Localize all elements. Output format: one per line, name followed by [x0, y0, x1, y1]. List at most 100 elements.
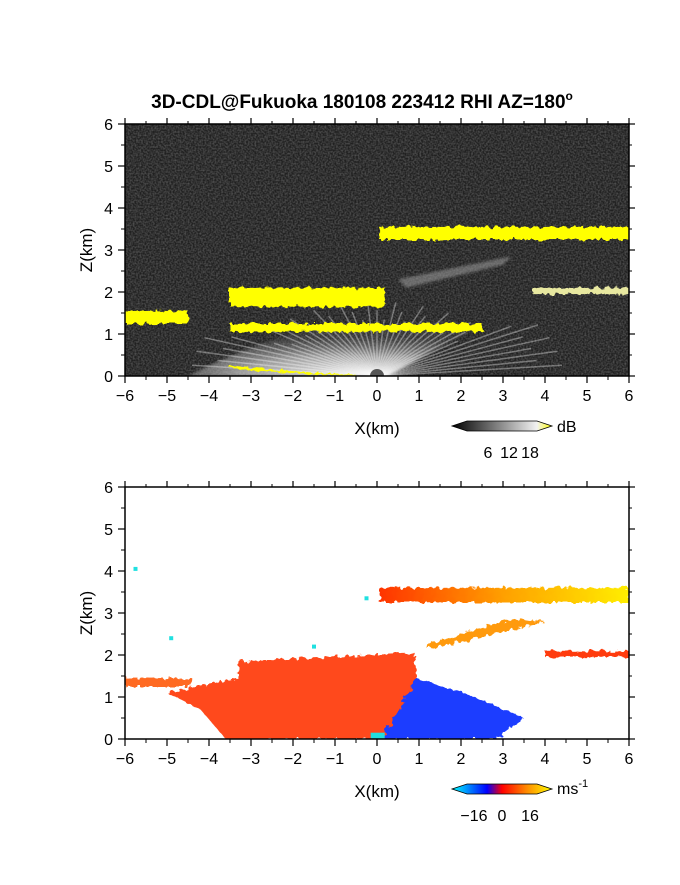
- backscatter-beam: [376, 305, 424, 376]
- x-tick-label: −1: [326, 751, 344, 768]
- isolated-echo: [169, 636, 174, 641]
- y-tick-label: 1: [104, 327, 113, 344]
- faint-aerosol-layer: [398, 256, 512, 288]
- x-tick-label: −5: [158, 751, 176, 768]
- x-tick-label: 4: [541, 751, 550, 768]
- colorbar-tick-label: 16: [521, 808, 539, 825]
- y-tick-label: 4: [104, 564, 113, 581]
- y-tick-label: 5: [104, 522, 113, 539]
- backscatter-beam: [305, 334, 378, 376]
- colorbar-tick-label: 12: [500, 445, 518, 462]
- isolated-echo: [133, 566, 138, 571]
- backscatter-beam: [273, 342, 378, 376]
- y-tick-label: 0: [104, 369, 113, 386]
- velocity-panel: −6 −5 −4 −3 −2 −1 0 1 2 3 4 5 6 0 1 2 3 4 5 6 X(km) Z(km) m…: [77, 480, 635, 825]
- x-tick-label: −6: [116, 388, 134, 405]
- x-tick-label: 3: [499, 388, 508, 405]
- backscatter-beam: [313, 309, 378, 376]
- backscatter-beam: [376, 359, 537, 376]
- panel2-colorbar: ms-1 −16 0 16: [450, 778, 588, 825]
- backscatter-beam: [376, 340, 459, 376]
- backscatter-beam: [376, 347, 532, 376]
- x-tick-label: −3: [242, 751, 260, 768]
- y-tick-label: 3: [104, 606, 113, 623]
- isolated-echo: [364, 596, 369, 601]
- y-tick-label: 6: [104, 117, 113, 134]
- y-tick-label: 3: [104, 243, 113, 260]
- sloped-velocity-layer: [427, 619, 545, 649]
- lidar-origin: [370, 369, 384, 376]
- backscatter-beam: [376, 350, 558, 376]
- x-tick-label: 4: [541, 388, 550, 405]
- cloud-layer: [379, 226, 629, 240]
- backscatter-beam: [376, 331, 444, 376]
- y-tick-label: 0: [104, 732, 113, 749]
- positive-velocity-layer: [125, 678, 193, 687]
- panel2-colorbar-bar: [450, 783, 554, 795]
- x-tick-label: 3: [499, 751, 508, 768]
- y-tick-label: 1: [104, 690, 113, 707]
- backscatter-beam: [376, 302, 397, 376]
- y-tick-label: 5: [104, 159, 113, 176]
- backscatter-beam: [231, 336, 378, 376]
- y-tick-label: 2: [104, 285, 113, 302]
- backscatter-beam: [376, 324, 539, 376]
- backscatter-beam: [376, 336, 550, 376]
- x-tick-label: 6: [625, 388, 634, 405]
- backscatter-beam: [376, 311, 403, 376]
- velocity-layer: [545, 650, 629, 658]
- backscatter-beam: [291, 343, 378, 376]
- panel2-ylabel: Z(km): [77, 591, 96, 635]
- x-tick-label: −4: [200, 751, 218, 768]
- x-tick-label: −6: [116, 751, 134, 768]
- cloud-layer: [230, 323, 482, 332]
- x-tick-label: 6: [625, 751, 634, 768]
- backscatter-beam: [204, 336, 378, 376]
- x-tick-label: 2: [457, 388, 466, 405]
- y-tick-label: 2: [104, 648, 113, 665]
- panel2-colorbar-label: ms-1: [557, 778, 588, 798]
- backscatter-beam: [196, 350, 378, 376]
- x-tick-label: 0: [373, 388, 382, 405]
- y-tick-label: 6: [104, 480, 113, 497]
- backscatter-beam: [376, 325, 512, 376]
- cloud-base-layer: [230, 365, 356, 376]
- negative-velocity-region: [381, 678, 524, 739]
- panel1-colorbar-label: dB: [557, 419, 577, 436]
- backscatter-beam: [366, 301, 378, 376]
- backscatter-beam: [222, 347, 378, 376]
- near-zero-marker: [370, 732, 385, 739]
- backscatter-beam: [376, 331, 466, 376]
- velocity-layer: [379, 587, 629, 603]
- x-tick-label: 1: [415, 388, 424, 405]
- panel1-xlabel: X(km): [354, 419, 399, 438]
- backscatter-beam: [217, 359, 378, 376]
- backscatter-beam: [351, 311, 378, 376]
- y-tick-label: 4: [104, 201, 113, 218]
- colorbar-tick-label: −16: [460, 808, 487, 825]
- x-tick-label: 0: [373, 751, 382, 768]
- x-tick-label: 5: [583, 751, 592, 768]
- cloud-layer: [230, 287, 386, 307]
- x-tick-label: 1: [415, 751, 424, 768]
- x-tick-label: −4: [200, 388, 218, 405]
- colorbar-tick-label: 0: [498, 808, 507, 825]
- x-tick-label: −2: [284, 751, 302, 768]
- backscatter-beam: [376, 325, 426, 376]
- x-tick-label: −3: [242, 388, 260, 405]
- backscatter-fan: [188, 321, 482, 376]
- cloud-layer: [125, 310, 188, 324]
- backscatter-beam: [288, 331, 378, 376]
- colorbar-tick-label: 6: [484, 445, 493, 462]
- backscatter-beam: [376, 336, 523, 376]
- backscatter-beam: [270, 329, 378, 376]
- panel1-colorbar-bar: [450, 420, 554, 432]
- colorbar-tick-label: 18: [521, 445, 539, 462]
- backscatter-beam: [376, 364, 563, 376]
- panel2-xlabel: X(km): [354, 782, 399, 801]
- backscatter-beam: [321, 327, 378, 376]
- cloud-layer: [532, 287, 629, 295]
